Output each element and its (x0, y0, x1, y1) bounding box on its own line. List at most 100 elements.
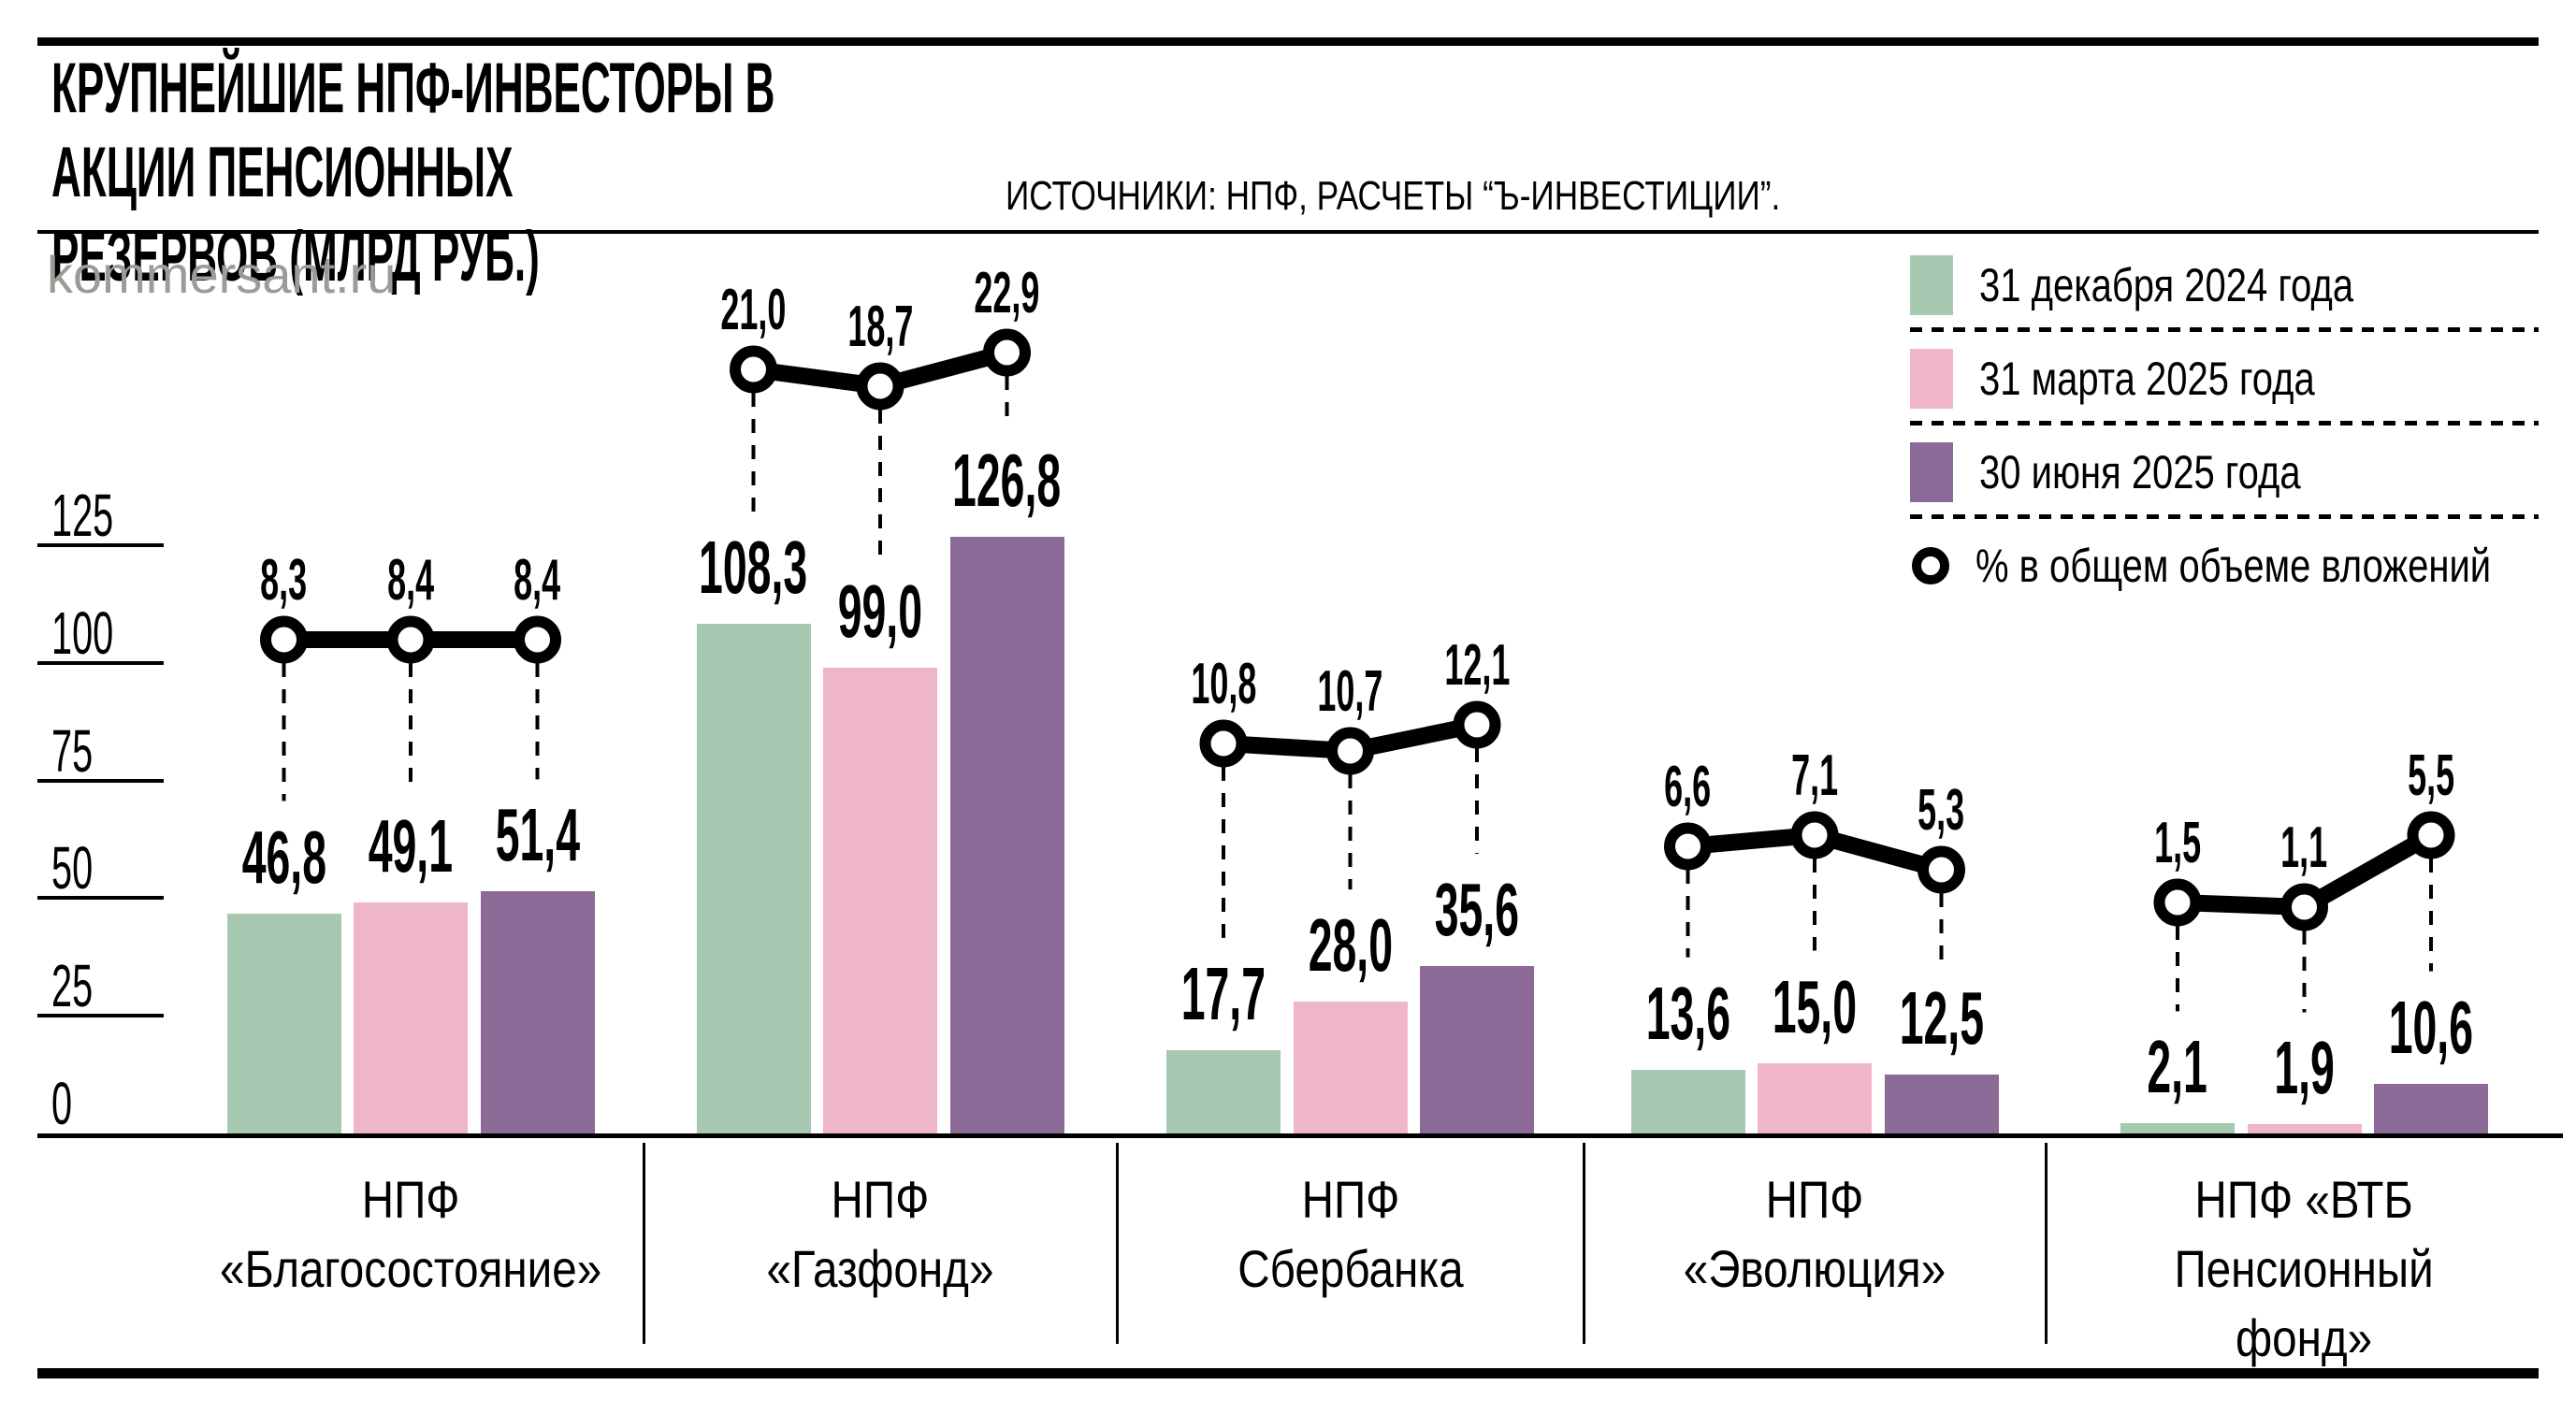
percent-marker-icon (2153, 878, 2202, 927)
source-note: ИСТОЧНИКИ: НПФ, РАСЧЕТЫ “Ъ-ИНВЕСТИЦИИ”. (1006, 173, 1781, 219)
y-tick-line (37, 1014, 164, 1018)
percent-marker-icon (1453, 700, 1501, 749)
bar-value-label: 49,1 (368, 803, 454, 887)
bar-value-label: 17,7 (1180, 951, 1266, 1035)
percent-value-label: 5,5 (2407, 743, 2454, 808)
bar-value-label: 2,1 (2147, 1025, 2208, 1109)
percent-marker-icon (2280, 883, 2328, 931)
percent-marker-icon (260, 615, 308, 664)
bar (480, 891, 595, 1133)
bar-value-label: 108,3 (699, 526, 808, 610)
category-label: НПФ Сбербанка (1237, 1170, 1464, 1298)
y-tick-label: 125 (51, 482, 114, 549)
ring-marker-icon (1912, 547, 1949, 584)
legend-item-jun-2025: 30 июня 2025 года (1910, 426, 2539, 519)
green-swatch-icon (1910, 255, 1953, 315)
percent-marker-icon (2407, 811, 2455, 859)
percent-marker-icon (730, 345, 777, 394)
percent-value-label: 8,4 (386, 548, 434, 613)
bar-value-label: 13,6 (1645, 971, 1730, 1055)
y-tick-label: 0 (51, 1070, 73, 1137)
percent-marker-icon (983, 328, 1031, 377)
y-tick-label: 75 (51, 716, 94, 785)
bar (1420, 965, 1534, 1133)
bar (2247, 1124, 2362, 1133)
purple-swatch-icon (1910, 442, 1953, 502)
percent-marker-icon (1326, 727, 1374, 775)
bar (1293, 1002, 1408, 1133)
percent-marker-icon (386, 615, 435, 664)
legend: 31 декабря 2024 года 31 марта 2025 года … (1910, 238, 2539, 613)
category-label: НПФ «Благосостояние» (220, 1170, 602, 1298)
bar-value-label: 35,6 (1434, 867, 1520, 951)
bar-value-label: 99,0 (837, 569, 923, 653)
bar (1166, 1049, 1281, 1133)
percent-marker-icon (1918, 845, 1965, 894)
legend-label: % в общем объеме вложений (1975, 540, 2492, 592)
bar-value-label: 28,0 (1308, 903, 1393, 988)
percent-value-label: 10,7 (1317, 659, 1383, 724)
bar (1884, 1075, 1999, 1133)
percent-value-label: 18,7 (847, 295, 913, 359)
top-rule-bar (37, 37, 2539, 46)
percent-value-label: 12,1 (1443, 633, 1510, 698)
percent-marker-icon (1199, 719, 1248, 768)
y-tick-label: 100 (51, 599, 114, 667)
bar-value-label: 15,0 (1772, 964, 1858, 1048)
percent-value-label: 8,4 (514, 548, 561, 613)
x-axis-baseline (37, 1133, 2563, 1138)
percent-value-label: 22,9 (974, 261, 1040, 325)
group-separator (2044, 1143, 2048, 1344)
percent-marker-icon (856, 362, 904, 411)
percent-value-label: 5,3 (1918, 778, 1965, 843)
bar-value-label: 1,9 (2274, 1026, 2335, 1110)
percent-value-label: 10,8 (1190, 652, 1256, 716)
legend-label: 31 декабря 2024 года (1979, 259, 2354, 311)
bar-value-label: 126,8 (952, 438, 1062, 522)
bar (949, 536, 1064, 1133)
bar (823, 667, 937, 1133)
bar (696, 624, 811, 1133)
group-separator (1582, 1143, 1585, 1344)
percent-marker-icon (1790, 811, 1839, 859)
y-tick-line (37, 896, 164, 901)
y-tick-label: 25 (51, 952, 94, 1020)
legend-item-mar-2025: 31 марта 2025 года (1910, 332, 2539, 426)
category-label: НПФ «ВТБ Пенсионный фонд» (2174, 1170, 2435, 1367)
pink-swatch-icon (1910, 349, 1953, 409)
y-tick-line (37, 778, 164, 783)
category-label: НПФ «Газфонд» (766, 1170, 994, 1298)
percent-marker-icon (514, 615, 561, 664)
bar (2374, 1083, 2488, 1133)
bar (354, 902, 468, 1133)
bar (1630, 1069, 1745, 1133)
bar-value-label: 51,4 (495, 793, 580, 877)
watermark-kommersant: kommersant.ru (47, 245, 397, 304)
percent-value-label: 21,0 (720, 278, 787, 342)
legend-item-percent-line: % в общем объеме вложений (1910, 519, 2539, 613)
bar-value-label: 10,6 (2388, 985, 2474, 1069)
percent-value-label: 6,6 (1664, 755, 1712, 819)
group-separator (642, 1143, 645, 1344)
percent-value-label: 7,1 (1790, 743, 1838, 808)
bar-value-label: 46,8 (241, 815, 326, 899)
bar (226, 913, 341, 1133)
category-label: НПФ «Эволюция» (1683, 1170, 1946, 1298)
bar-value-label: 12,5 (1899, 976, 1984, 1060)
y-tick-label: 50 (51, 834, 94, 902)
legend-label: 31 марта 2025 года (1979, 353, 2315, 405)
legend-item-dec-2024: 31 декабря 2024 года (1910, 238, 2539, 332)
bar (2120, 1123, 2235, 1133)
percent-value-label: 8,3 (260, 548, 308, 613)
legend-label: 30 июня 2025 года (1979, 446, 2301, 498)
y-tick-line (37, 543, 164, 547)
percent-value-label: 1,5 (2153, 811, 2201, 875)
y-tick-line (37, 660, 164, 665)
bottom-rule-bar (37, 1368, 2539, 1378)
percent-marker-icon (1664, 822, 1712, 871)
group-separator (1115, 1143, 1119, 1344)
header-divider (37, 230, 2539, 234)
bar (1758, 1062, 1872, 1133)
